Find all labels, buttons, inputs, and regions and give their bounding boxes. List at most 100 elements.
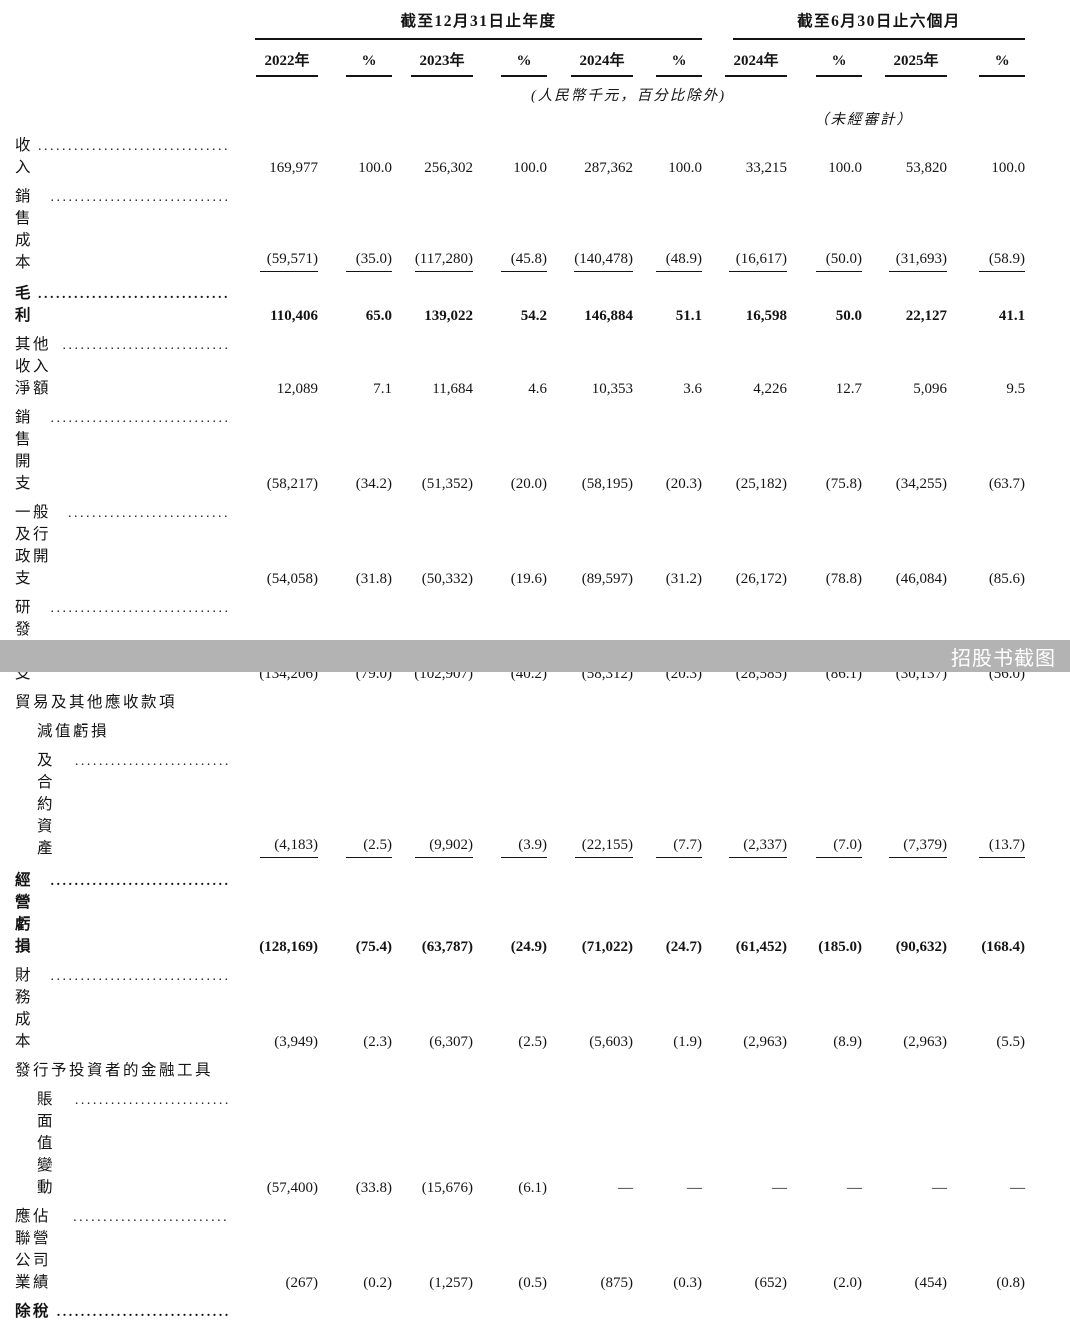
value-cell: (0.5) xyxy=(473,1200,547,1295)
cell-value: (185.0) xyxy=(816,939,862,956)
value-cell: 4,226 xyxy=(702,329,787,402)
value-cell: (50.0) xyxy=(787,180,862,278)
cell-value: (454) xyxy=(889,1275,947,1292)
cell-value: 22,127 xyxy=(889,308,947,325)
cell-value: 100.0 xyxy=(346,160,392,177)
column-header-label: % xyxy=(346,53,392,77)
spacer-cell xyxy=(15,77,232,105)
cell-value: (2.5) xyxy=(501,1034,547,1051)
cell-value: (13.7) xyxy=(979,837,1025,858)
cell-value: (85.6) xyxy=(979,571,1025,588)
value-cell: (2.5) xyxy=(318,745,392,865)
column-header-row: 2022年%2023年%2024年%2024年%2025年% xyxy=(15,40,1025,77)
value-cell: (75.4) xyxy=(318,864,392,959)
cell-value: 11,684 xyxy=(415,381,473,398)
value-cell xyxy=(473,1054,547,1083)
table-row: 經營虧損(128,169)(75.4)(63,787)(24.9)(71,022… xyxy=(15,864,1025,959)
value-cell: (16,617) xyxy=(702,180,787,278)
cell-value: 12.7 xyxy=(816,381,862,398)
value-cell: 100.0 xyxy=(947,129,1025,180)
value-cell: (2.3) xyxy=(318,959,392,1054)
column-header-label: % xyxy=(656,53,702,77)
cell-value: (75.4) xyxy=(346,939,392,956)
cell-value: (7.7) xyxy=(656,837,702,858)
value-cell: 10,353 xyxy=(547,329,633,402)
value-cell: 41.1 xyxy=(947,278,1025,329)
value-cell xyxy=(473,716,547,745)
value-cell: (25,182) xyxy=(702,402,787,497)
value-cell: (0.3) xyxy=(633,1200,702,1295)
row-label: 經營虧損 xyxy=(15,868,45,956)
column-header: 2023年 xyxy=(392,40,473,77)
dot-leader xyxy=(63,336,228,354)
row-label-cell: 應佔聯營公司業績 xyxy=(15,1200,232,1295)
value-cell: (40.2) xyxy=(473,592,547,687)
value-cell: (86.1) xyxy=(787,592,862,687)
units-note: (人民幣千元，百分比除外) xyxy=(232,77,1025,105)
table-row: 除稅前虧損(189,785)(111.7)(87,027)(34.0)(77,5… xyxy=(15,1295,1025,1320)
cell-value: (0.2) xyxy=(346,1275,392,1292)
value-cell: — xyxy=(547,1083,633,1200)
value-cell xyxy=(702,687,787,716)
column-header: 2024年 xyxy=(702,40,787,77)
cell-value: (78.8) xyxy=(816,571,862,588)
cell-value: 7.1 xyxy=(346,381,392,398)
value-cell: (63.7) xyxy=(947,402,1025,497)
value-cell xyxy=(862,716,947,745)
cell-value: (58,195) xyxy=(575,476,633,493)
cell-value: 50.0 xyxy=(816,308,862,325)
cell-value: (58,217) xyxy=(260,476,318,493)
cell-value: (19.6) xyxy=(501,571,547,588)
value-cell xyxy=(392,1054,473,1083)
annual-period-title: 截至12月31日止年度 xyxy=(255,12,702,40)
value-cell: (3,949) xyxy=(232,959,318,1054)
value-cell: (134,206) xyxy=(232,592,318,687)
value-cell: (6.1) xyxy=(473,1083,547,1200)
cell-value: 100.0 xyxy=(656,160,702,177)
dot-leader xyxy=(38,137,228,155)
value-cell: (22,155) xyxy=(547,745,633,865)
value-cell xyxy=(318,687,392,716)
cell-value: (1.9) xyxy=(656,1034,702,1051)
column-header-label: % xyxy=(979,53,1025,77)
value-cell xyxy=(547,1054,633,1083)
value-cell: (94,049) xyxy=(862,1295,947,1320)
value-cell: (58,312) xyxy=(547,592,633,687)
value-cell xyxy=(473,687,547,716)
dot-leader xyxy=(38,285,228,303)
cell-value: (51,352) xyxy=(415,476,473,493)
value-cell xyxy=(318,1054,392,1083)
column-header-label: 2022年 xyxy=(256,49,318,77)
cell-value: (5,603) xyxy=(575,1034,633,1051)
value-cell: 256,302 xyxy=(392,129,473,180)
spacer-cell xyxy=(15,40,232,77)
interim-period-title: 截至6月30日止六個月 xyxy=(733,12,1025,40)
column-header-label: % xyxy=(501,53,547,77)
value-cell: (71,022) xyxy=(547,864,633,959)
value-cell: 4.6 xyxy=(473,329,547,402)
cell-value: 16,598 xyxy=(729,308,787,325)
cell-value: (46,084) xyxy=(889,571,947,588)
row-label-cell: 毛利 xyxy=(15,278,232,329)
cell-value: (0.5) xyxy=(501,1275,547,1292)
cell-value: 100.0 xyxy=(979,160,1025,177)
cell-value: 3.6 xyxy=(656,381,702,398)
cell-value: (58.9) xyxy=(979,251,1025,272)
value-cell: (4,183) xyxy=(232,745,318,865)
unaudited-note: （未經審計） xyxy=(702,105,1025,129)
cell-value: (2.0) xyxy=(816,1275,862,1292)
value-cell: 3.6 xyxy=(633,329,702,402)
cell-value: (57,400) xyxy=(260,1180,318,1197)
value-cell xyxy=(392,716,473,745)
value-cell: (15,676) xyxy=(392,1083,473,1200)
table-row: 銷售開支(58,217)(34.2)(51,352)(20.0)(58,195)… xyxy=(15,402,1025,497)
value-cell: (9,902) xyxy=(392,745,473,865)
value-cell: (168.4) xyxy=(947,864,1025,959)
value-cell: (79.0) xyxy=(318,592,392,687)
value-cell: (87,027) xyxy=(392,1295,473,1320)
cell-value: (5.5) xyxy=(979,1034,1025,1051)
value-cell: (75.8) xyxy=(787,402,862,497)
cell-value: (2.5) xyxy=(346,837,392,858)
column-header: 2022年 xyxy=(232,40,318,77)
value-cell: (90,632) xyxy=(862,864,947,959)
